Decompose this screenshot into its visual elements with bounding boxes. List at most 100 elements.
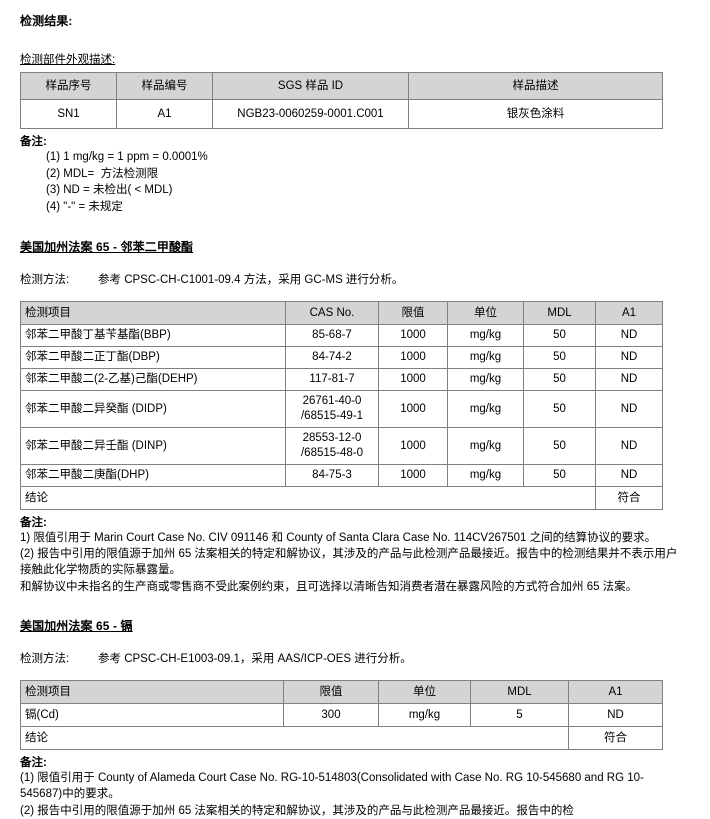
phth-cell-cas: 117-81-7: [285, 367, 379, 391]
sample-cell-no: A1: [116, 99, 213, 129]
table-row: 邻苯二甲酸二(2-乙基)己酯(DEHP) 117-81-7 1000 mg/kg…: [20, 367, 663, 391]
phth-conclusion-value: 符合: [595, 485, 663, 510]
phth-cell-cas: 26761-40-0 /68515-49-1: [285, 389, 379, 428]
phth-cell-a1: ND: [595, 389, 663, 428]
phth-cell-a1: ND: [595, 323, 663, 347]
sample-cell-seq: SN1: [20, 99, 117, 129]
note-item: (2) MDL= 方法检测限: [46, 167, 159, 180]
cad-cell-mdl: 5: [470, 703, 569, 727]
section-heading-phthalates: 美国加州法案 65 - 邻苯二甲酸酯: [20, 239, 194, 254]
phth-cell-item: 邻苯二甲酸二(2-乙基)己酯(DEHP): [20, 367, 286, 391]
table-row: 邻苯二甲酸二庚酯(DHP) 84-75-3 1000 mg/kg 50 ND: [20, 463, 663, 487]
phth-cell-limit: 1000: [378, 323, 448, 347]
note-item: (2) 报告中引用的限值源于加州 65 法案相关的特定和解协议，其涉及的产品与此…: [20, 548, 678, 577]
phth-cell-mdl: 50: [523, 345, 596, 369]
table-row: 邻苯二甲酸二异癸酯 (DIDP) 26761-40-0 /68515-49-1 …: [20, 389, 663, 428]
table-row: 邻苯二甲酸二异壬酯 (DINP) 28553-12-0 /68515-48-0 …: [20, 426, 663, 465]
phth-cell-limit: 1000: [378, 367, 448, 391]
table-header-row: 检测项目 CAS No. 限值 单位 MDL A1: [20, 300, 663, 325]
table-header-row: 检测项目 限值 单位 MDL A1: [20, 680, 663, 704]
note-item: 1) 限值引用于 Marin Court Case No. CIV 091146…: [20, 531, 657, 544]
cad-th-unit: 单位: [378, 680, 471, 704]
phth-cell-item: 邻苯二甲酸二庚酯(DHP): [20, 463, 286, 487]
note-item: (3) ND = 未检出( < MDL): [46, 184, 173, 197]
phth-cell-unit: mg/kg: [447, 367, 524, 391]
phth-cell-unit: mg/kg: [447, 426, 524, 465]
phth-cell-cas: 84-75-3: [285, 463, 379, 487]
phth-cell-a1: ND: [595, 463, 663, 487]
table-header-row: 样品序号 样品编号 SGS 样品 ID 样品描述: [20, 72, 663, 100]
method-label: 检测方法:: [20, 653, 70, 665]
report-page: 检测结果: 检测部件外观描述: 样品序号 样品编号 SGS 样品 ID 样品描述…: [0, 12, 710, 819]
phth-cell-mdl: 50: [523, 463, 596, 487]
table-conclusion-row: 结论 符合: [20, 726, 663, 750]
sample-th-sgsid: SGS 样品 ID: [212, 72, 409, 100]
phth-cell-a1: ND: [595, 345, 663, 369]
note-item: (4) "-" = 未规定: [46, 201, 123, 214]
phth-th-item: 检测项目: [20, 300, 286, 325]
phth-cell-a1: ND: [595, 426, 663, 465]
table-conclusion-row: 结论 符合: [20, 485, 663, 510]
method-text: 参考 CPSC-CH-C1001-09.4 方法，采用 GC-MS 进行分析。: [98, 273, 404, 286]
sample-notes-title: 备注:: [20, 136, 47, 148]
phth-th-mdl: MDL: [523, 300, 596, 325]
cad-cell-unit: mg/kg: [378, 703, 471, 727]
table-row: 邻苯二甲酸丁基苄基酯(BBP) 85-68-7 1000 mg/kg 50 ND: [20, 323, 663, 347]
phth-th-cas: CAS No.: [285, 300, 379, 325]
phth-cell-item: 邻苯二甲酸二异壬酯 (DINP): [20, 426, 286, 465]
cadmium-notes-title: 备注:: [20, 757, 47, 769]
phth-cell-unit: mg/kg: [447, 389, 524, 428]
cad-th-mdl: MDL: [470, 680, 569, 704]
sample-th-desc: 样品描述: [408, 72, 663, 100]
page-title: 检测结果:: [20, 14, 73, 28]
cadmium-notes: (1) 限值引用于 County of Alameda Court Case N…: [20, 770, 682, 819]
sample-notes-list: (1) 1 mg/kg = 1 ppm = 0.0001% (2) MDL= 方…: [46, 149, 690, 216]
sample-th-seq: 样品序号: [20, 72, 117, 100]
phth-cell-limit: 1000: [378, 426, 448, 465]
phth-conclusion-label: 结论: [20, 485, 596, 510]
phth-th-a1: A1: [595, 300, 663, 325]
cad-conclusion-value: 符合: [568, 726, 663, 750]
phthalates-notes-title: 备注:: [20, 516, 47, 529]
note-item: (1) 1 mg/kg = 1 ppm = 0.0001%: [46, 151, 208, 163]
phth-cell-mdl: 50: [523, 426, 596, 465]
method-text: 参考 CPSC-CH-E1003-09.1，采用 AAS/ICP-OES 进行分…: [98, 653, 412, 665]
phth-cell-mdl: 50: [523, 323, 596, 347]
phth-cell-item: 邻苯二甲酸二异癸酯 (DIDP): [20, 389, 286, 428]
sample-cell-sgsid: NGB23-0060259-0001.C001: [212, 99, 409, 129]
phthalates-notes: 1) 限值引用于 Marin Court Case No. CIV 091146…: [20, 530, 682, 595]
phth-cell-limit: 1000: [378, 463, 448, 487]
phth-cell-limit: 1000: [378, 389, 448, 428]
sample-cell-desc: 银灰色涂料: [408, 99, 663, 129]
sample-description-table: 样品序号 样品编号 SGS 样品 ID 样品描述 SN1 A1 NGB23-00…: [20, 72, 663, 129]
phth-cell-unit: mg/kg: [447, 463, 524, 487]
cad-cell-limit: 300: [283, 703, 379, 727]
phth-cell-cas: 85-68-7: [285, 323, 379, 347]
table-row: 邻苯二甲酸二正丁酯(DBP) 84-74-2 1000 mg/kg 50 ND: [20, 345, 663, 369]
phth-cell-item: 邻苯二甲酸二正丁酯(DBP): [20, 345, 286, 369]
phth-cell-cas: 28553-12-0 /68515-48-0: [285, 426, 379, 465]
note-item: 和解协议中未指名的生产商或零售商不受此案例约束，且可选择以清晰告知消费者潜在暴露…: [20, 580, 638, 593]
phthalates-results-table: 检测项目 CAS No. 限值 单位 MDL A1 邻苯二甲酸丁基苄基酯(BBP…: [20, 300, 663, 510]
table-row: 镉(Cd) 300 mg/kg 5 ND: [20, 703, 663, 727]
phth-cell-mdl: 50: [523, 389, 596, 428]
phth-cell-limit: 1000: [378, 345, 448, 369]
phth-cell-unit: mg/kg: [447, 345, 524, 369]
cadmium-method-line: 检测方法: 参考 CPSC-CH-E1003-09.1，采用 AAS/ICP-OE…: [20, 650, 690, 666]
method-label: 检测方法:: [20, 273, 70, 286]
cad-cell-item: 镉(Cd): [20, 703, 284, 727]
phthalates-method-line: 检测方法: 参考 CPSC-CH-C1001-09.4 方法，采用 GC-MS 进…: [20, 271, 690, 287]
phth-th-unit: 单位: [447, 300, 524, 325]
phth-cell-unit: mg/kg: [447, 323, 524, 347]
cad-th-a1: A1: [568, 680, 663, 704]
cad-th-limit: 限值: [283, 680, 379, 704]
table-row: SN1 A1 NGB23-0060259-0001.C001 银灰色涂料: [20, 99, 663, 129]
cad-th-item: 检测项目: [20, 680, 284, 704]
cad-cell-a1: ND: [568, 703, 663, 727]
note-item: (1) 限值引用于 County of Alameda Court Case N…: [20, 772, 644, 801]
phth-th-limit: 限值: [378, 300, 448, 325]
note-item: (2) 报告中引用的限值源于加州 65 法案相关的特定和解协议，其涉及的产品与此…: [20, 804, 574, 817]
phth-cell-a1: ND: [595, 367, 663, 391]
phth-cell-cas: 84-74-2: [285, 345, 379, 369]
cad-conclusion-label: 结论: [20, 726, 569, 750]
